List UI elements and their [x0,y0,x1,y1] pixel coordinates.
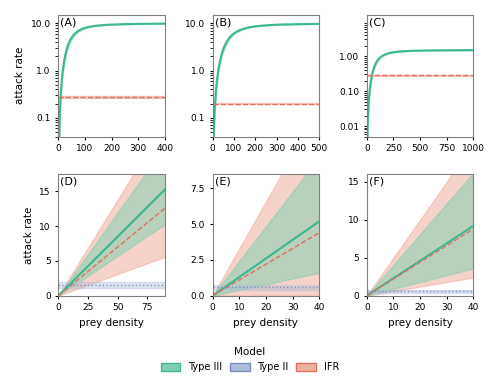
Text: (F): (F) [369,176,384,187]
X-axis label: prey density: prey density [79,318,144,328]
X-axis label: prey density: prey density [388,318,452,328]
Text: (B): (B) [214,18,231,27]
Text: (A): (A) [60,18,77,27]
Text: (C): (C) [369,18,386,27]
Y-axis label: attack rate: attack rate [15,47,25,104]
Text: (E): (E) [214,176,230,187]
Y-axis label: attack rate: attack rate [24,206,34,264]
Legend: Type III, Type II, IFR: Type III, Type II, IFR [157,344,343,376]
Text: (D): (D) [60,176,78,187]
X-axis label: prey density: prey density [234,318,298,328]
